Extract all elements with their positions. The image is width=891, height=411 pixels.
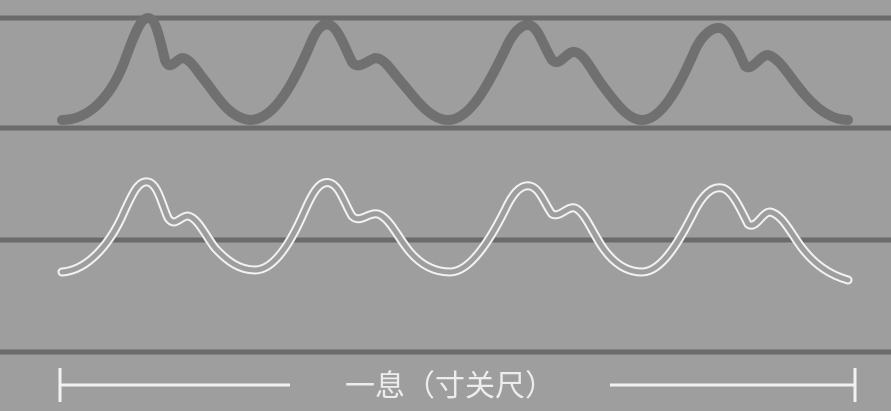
outline-pulse-waveform-inner: [59, 179, 851, 283]
solid-pulse-waveform: [57, 13, 853, 125]
scale-bar-caption: 一息（寸关尺）: [345, 369, 555, 404]
